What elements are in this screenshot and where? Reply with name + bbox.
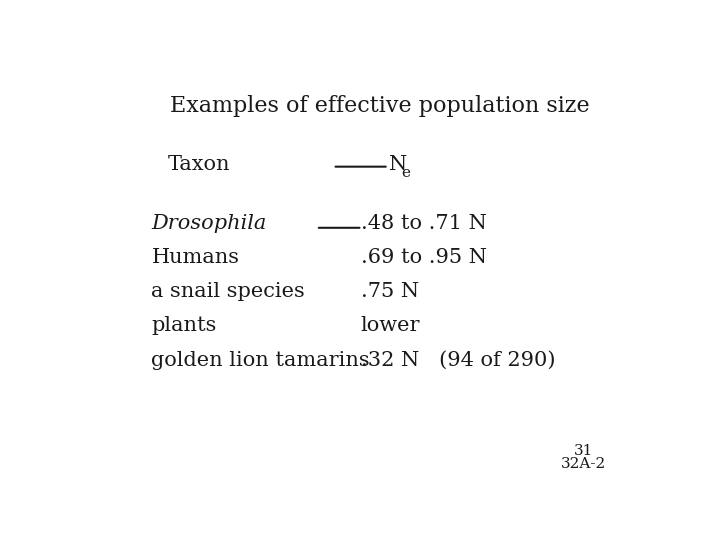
Text: lower: lower [361,316,420,335]
Text: .32 N   (94 of 290): .32 N (94 of 290) [361,350,555,369]
Text: Examples of effective population size: Examples of effective population size [171,96,590,117]
Text: e: e [401,166,410,180]
Text: .69 to .95 N: .69 to .95 N [361,248,487,267]
Text: plants: plants [151,316,217,335]
Text: 32A-2: 32A-2 [561,457,606,471]
Text: Taxon: Taxon [168,155,230,174]
Text: golden lion tamarins: golden lion tamarins [151,350,370,369]
Text: .75 N: .75 N [361,282,419,301]
Text: N: N [389,155,407,174]
Text: a snail species: a snail species [151,282,305,301]
Text: Drosophila: Drosophila [151,214,266,233]
Text: 31: 31 [574,444,593,458]
Text: Humans: Humans [151,248,239,267]
Text: .48 to .71 N: .48 to .71 N [361,214,487,233]
